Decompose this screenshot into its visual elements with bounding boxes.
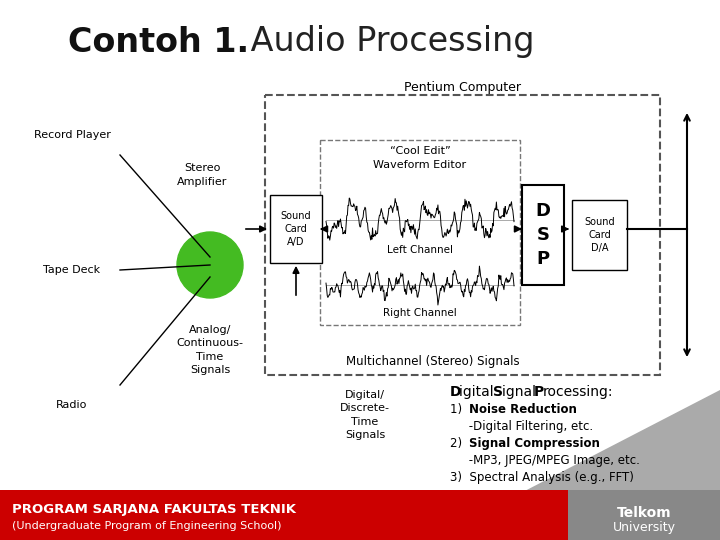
Text: Sound
Card
D/A: Sound Card D/A	[584, 217, 615, 253]
FancyBboxPatch shape	[265, 95, 660, 375]
Text: Digital/
Discrete-
Time
Signals: Digital/ Discrete- Time Signals	[340, 390, 390, 440]
Text: -Digital Filtering, etc.: -Digital Filtering, etc.	[450, 420, 593, 433]
Text: Tape Deck: Tape Deck	[43, 265, 101, 275]
FancyBboxPatch shape	[320, 140, 520, 325]
Text: -MP3, JPEG/MPEG Image, etc.: -MP3, JPEG/MPEG Image, etc.	[450, 454, 640, 467]
Text: igital: igital	[459, 385, 498, 399]
Text: S: S	[493, 385, 503, 399]
Text: (Undergraduate Program of Engineering School): (Undergraduate Program of Engineering Sc…	[12, 521, 282, 531]
FancyBboxPatch shape	[568, 490, 720, 540]
Text: P: P	[534, 385, 544, 399]
Text: Right Channel: Right Channel	[383, 308, 457, 318]
Polygon shape	[430, 390, 720, 540]
Text: 2): 2)	[450, 437, 469, 450]
Text: D
S
P: D S P	[536, 202, 551, 268]
Text: rocessing:: rocessing:	[543, 385, 613, 399]
Text: Pentium Computer: Pentium Computer	[404, 80, 521, 93]
Text: Signal Compression: Signal Compression	[469, 437, 600, 450]
Text: Noise Reduction: Noise Reduction	[469, 403, 577, 416]
Text: Analog/
Continuous-
Time
Signals: Analog/ Continuous- Time Signals	[176, 325, 243, 375]
Text: Sound
Card
A/D: Sound Card A/D	[281, 211, 311, 247]
Text: Record Player: Record Player	[34, 130, 110, 140]
Text: Contoh 1.: Contoh 1.	[68, 25, 249, 58]
Text: “Cool Edit”
Waveform Editor: “Cool Edit” Waveform Editor	[374, 146, 467, 170]
FancyBboxPatch shape	[0, 490, 720, 540]
FancyBboxPatch shape	[572, 200, 627, 270]
Text: Telkom: Telkom	[617, 506, 671, 520]
FancyBboxPatch shape	[270, 195, 322, 263]
Text: ignal: ignal	[502, 385, 541, 399]
Text: 1): 1)	[450, 403, 469, 416]
Text: University: University	[613, 521, 675, 534]
Text: PROGRAM SARJANA FAKULTAS TEKNIK: PROGRAM SARJANA FAKULTAS TEKNIK	[12, 503, 296, 516]
Circle shape	[177, 232, 243, 298]
Text: Left Channel: Left Channel	[387, 245, 453, 255]
Text: Radio: Radio	[56, 400, 88, 410]
Text: 3)  Spectral Analysis (e.g., FFT): 3) Spectral Analysis (e.g., FFT)	[450, 471, 634, 484]
FancyBboxPatch shape	[522, 185, 564, 285]
Text: Stereo
Amplifier: Stereo Amplifier	[177, 164, 228, 187]
Text: D: D	[450, 385, 462, 399]
Text: Audio Processing: Audio Processing	[240, 25, 534, 58]
Text: Multichannel (Stereo) Signals: Multichannel (Stereo) Signals	[346, 354, 519, 368]
